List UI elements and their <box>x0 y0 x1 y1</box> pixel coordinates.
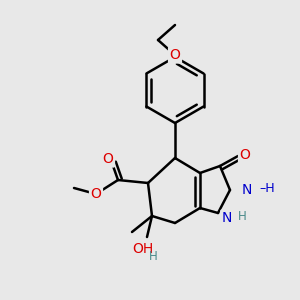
Text: H: H <box>238 211 247 224</box>
Text: O: O <box>103 152 113 166</box>
Text: –H: –H <box>259 182 274 196</box>
Text: O: O <box>240 148 250 162</box>
Text: N: N <box>242 183 252 197</box>
Text: H: H <box>148 250 158 262</box>
Text: O: O <box>169 48 180 62</box>
Text: N: N <box>222 211 232 225</box>
Text: OH: OH <box>132 242 154 256</box>
Text: O: O <box>91 187 101 201</box>
